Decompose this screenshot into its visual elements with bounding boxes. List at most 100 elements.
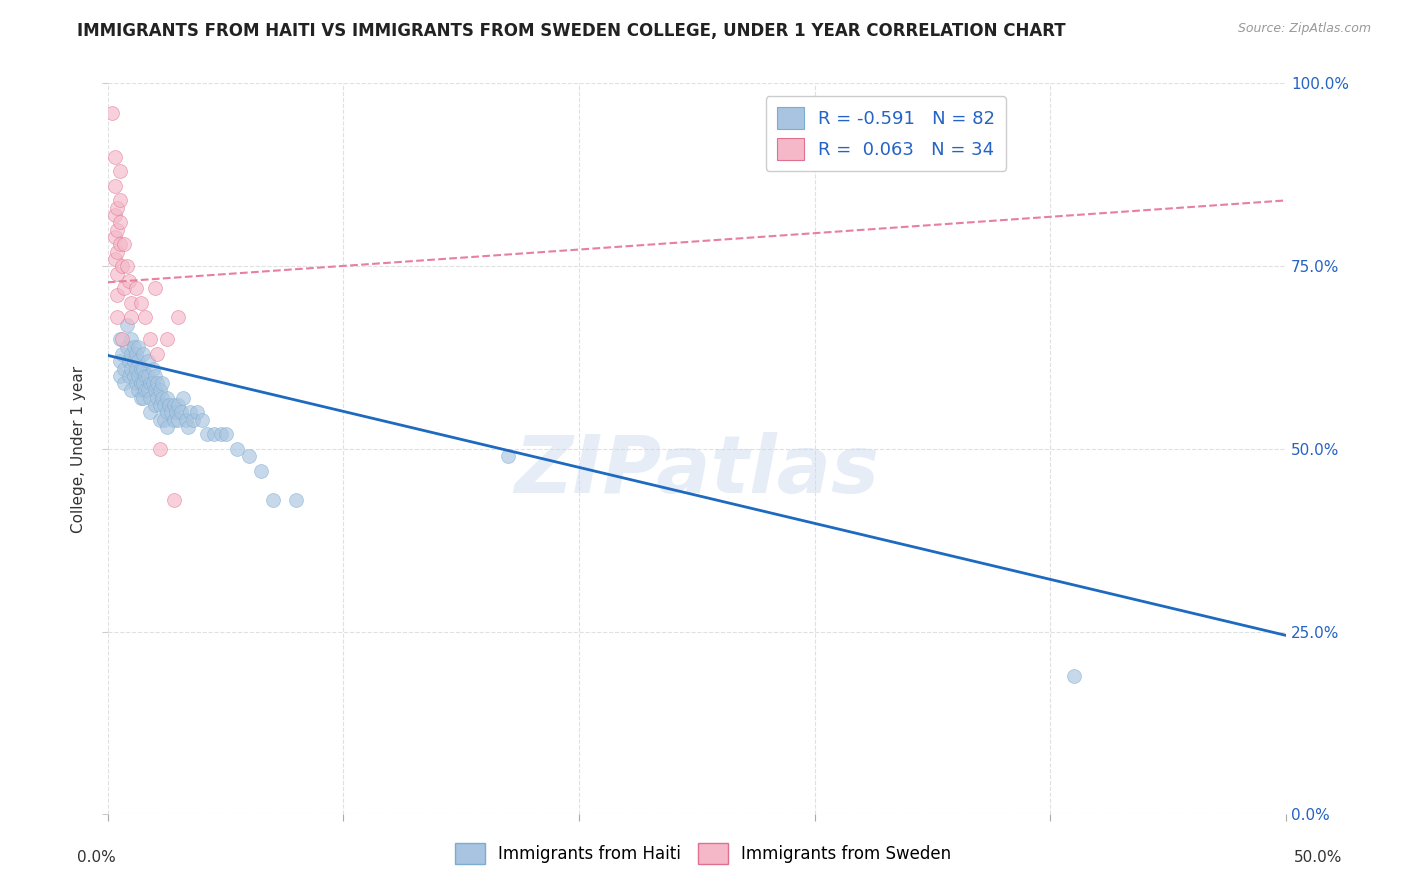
Point [122, 368, 145, 383]
Point [115, 340, 138, 354]
Point [149, 398, 172, 412]
Point [156, 405, 179, 419]
Text: IMMIGRANTS FROM HAITI VS IMMIGRANTS FROM SWEDEN COLLEGE, UNDER 1 YEAR CORRELATIO: IMMIGRANTS FROM HAITI VS IMMIGRANTS FROM… [77, 22, 1066, 40]
Point [136, 354, 159, 368]
Legend: Immigrants from Haiti, Immigrants from Sweden: Immigrants from Haiti, Immigrants from S… [449, 837, 957, 871]
Point [139, 376, 162, 391]
Point [156, 391, 179, 405]
Point [165, 405, 187, 419]
Point [146, 391, 169, 405]
Point [141, 376, 163, 391]
Point [111, 347, 134, 361]
Point [125, 281, 148, 295]
Point [129, 391, 152, 405]
Point [262, 493, 284, 508]
Point [112, 376, 135, 391]
Point [129, 376, 152, 391]
Point [250, 464, 273, 478]
Point [125, 347, 148, 361]
Point [112, 361, 135, 376]
Point [153, 398, 176, 412]
Point [105, 201, 128, 215]
Point [139, 405, 162, 419]
Point [129, 295, 152, 310]
Point [141, 361, 163, 376]
Point [163, 493, 186, 508]
Y-axis label: College, Under 1 year: College, Under 1 year [72, 366, 86, 533]
Point [132, 361, 155, 376]
Point [136, 368, 159, 383]
Point [134, 368, 156, 383]
Point [104, 208, 127, 222]
Point [143, 384, 166, 398]
Point [156, 332, 179, 346]
Point [118, 368, 141, 383]
Point [125, 376, 148, 391]
Point [167, 310, 190, 325]
Point [127, 368, 149, 383]
Point [104, 149, 127, 163]
Point [209, 427, 232, 442]
Point [132, 391, 155, 405]
Point [127, 354, 149, 368]
Text: ZIPatlas: ZIPatlas [515, 432, 879, 510]
Point [125, 361, 148, 376]
Point [163, 413, 186, 427]
Point [132, 376, 155, 391]
Point [167, 413, 190, 427]
Point [112, 237, 135, 252]
Point [115, 259, 138, 273]
Point [104, 230, 127, 244]
Point [146, 376, 169, 391]
Point [120, 295, 142, 310]
Point [134, 310, 156, 325]
Point [149, 442, 172, 456]
Point [111, 332, 134, 346]
Point [105, 222, 128, 236]
Point [120, 384, 142, 398]
Point [122, 340, 145, 354]
Point [104, 252, 127, 266]
Text: Source: ZipAtlas.com: Source: ZipAtlas.com [1237, 22, 1371, 36]
Point [146, 347, 169, 361]
Point [163, 398, 186, 412]
Point [118, 274, 141, 288]
Point [120, 361, 142, 376]
Point [105, 288, 128, 302]
Point [139, 391, 162, 405]
Point [285, 493, 308, 508]
Point [127, 384, 149, 398]
Point [105, 310, 128, 325]
Point [127, 340, 149, 354]
Point [134, 384, 156, 398]
Point [108, 354, 131, 368]
Point [108, 164, 131, 178]
Point [101, 105, 124, 120]
Point [181, 413, 204, 427]
Point [157, 398, 180, 412]
Point [214, 427, 236, 442]
Point [177, 420, 200, 434]
Legend: R = -0.591   N = 82, R =  0.063   N = 34: R = -0.591 N = 82, R = 0.063 N = 34 [766, 96, 1005, 171]
Point [150, 376, 173, 391]
Point [1063, 668, 1085, 682]
Point [132, 347, 155, 361]
Point [120, 332, 142, 346]
Point [143, 398, 166, 412]
Point [172, 391, 194, 405]
Point [202, 427, 225, 442]
Point [226, 442, 249, 456]
Point [120, 347, 142, 361]
Point [136, 384, 159, 398]
Point [191, 413, 214, 427]
Point [149, 384, 172, 398]
Point [120, 310, 142, 325]
Point [118, 354, 141, 368]
Text: 50.0%: 50.0% [1295, 850, 1343, 865]
Point [156, 420, 179, 434]
Point [122, 354, 145, 368]
Point [108, 237, 131, 252]
Point [160, 405, 183, 419]
Point [105, 267, 128, 281]
Point [186, 405, 208, 419]
